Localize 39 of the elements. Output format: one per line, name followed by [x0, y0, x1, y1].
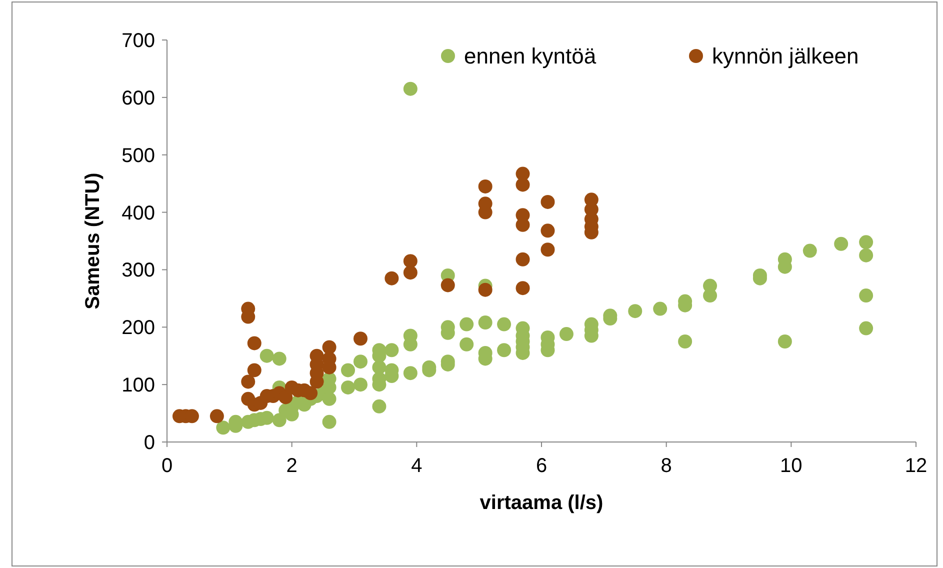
- y-tick-label: 100: [122, 374, 155, 397]
- y-tick-label: 200: [122, 317, 155, 340]
- point: [384, 271, 399, 286]
- y-axis-title: Sameus (NTU): [82, 172, 104, 310]
- x-axis-title: virtaama (l/s): [480, 492, 604, 514]
- point: [403, 266, 418, 280]
- point: [247, 336, 262, 350]
- point: [478, 179, 492, 194]
- point: [210, 409, 224, 424]
- point: [440, 278, 455, 292]
- y-tick-label: 300: [122, 260, 155, 282]
- y-tick-label: 400: [122, 202, 155, 224]
- y-tick-label: 500: [122, 144, 155, 167]
- point: [540, 242, 555, 257]
- point: [247, 363, 262, 378]
- legend-label: kynnön jälkeen: [712, 44, 859, 69]
- point: [304, 386, 318, 400]
- legend-label: ennen kyntöä: [464, 44, 597, 69]
- x-tick-label: 6: [536, 455, 548, 477]
- point: [478, 282, 492, 297]
- point: [322, 340, 336, 354]
- point: [278, 390, 293, 404]
- point: [241, 374, 256, 389]
- point: [540, 194, 555, 209]
- point: [403, 254, 418, 268]
- y-tick-label: 700: [122, 30, 155, 52]
- x-tick-label: 12: [904, 455, 928, 477]
- y-tick-label: 600: [122, 87, 155, 110]
- y-tick-label: 0: [144, 432, 155, 454]
- point: [540, 224, 555, 238]
- x-tick-label: 8: [660, 455, 672, 477]
- point: [516, 252, 530, 266]
- x-tick-label: 0: [161, 455, 173, 477]
- point: [516, 281, 530, 296]
- point: [353, 332, 368, 346]
- x-tick-label: 10: [780, 455, 802, 477]
- x-tick-label: 2: [286, 455, 298, 477]
- x-tick-label: 4: [411, 455, 422, 477]
- point: [516, 178, 530, 192]
